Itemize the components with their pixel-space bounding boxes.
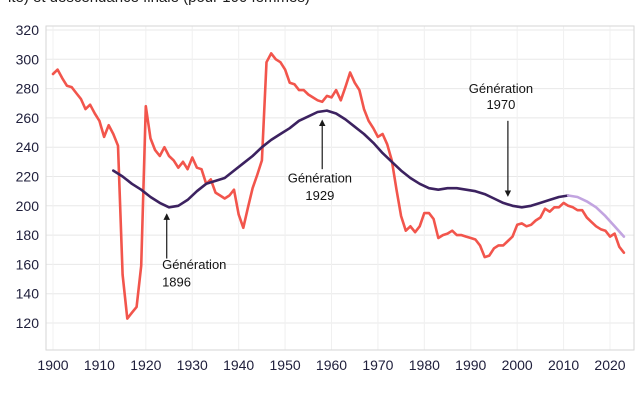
red-line xyxy=(51,52,626,320)
y-tick-label: 140 xyxy=(16,286,40,302)
x-tick-label: 1910 xyxy=(84,357,115,373)
x-tick-label: 1950 xyxy=(270,357,301,373)
generation-1929-label-line2: 1929 xyxy=(305,188,334,203)
x-tick-label: 2000 xyxy=(502,357,533,373)
y-tick-label: 280 xyxy=(16,81,40,97)
purple-line xyxy=(112,109,570,209)
generation-1896-label-line2: 1896 xyxy=(162,274,191,289)
x-tick-label: 1970 xyxy=(362,357,393,373)
x-tick-label: 1940 xyxy=(223,357,254,373)
x-tick-label: 1930 xyxy=(177,357,208,373)
x-tick-label: 1900 xyxy=(37,357,68,373)
x-tick-label: 1920 xyxy=(130,357,161,373)
generation-1896-label-line1: Génération xyxy=(162,257,226,272)
y-tick-label: 260 xyxy=(16,110,40,126)
x-tick-label: 1960 xyxy=(316,357,347,373)
y-tick-label: 240 xyxy=(16,139,40,155)
x-tick-label: 2010 xyxy=(548,357,579,373)
y-tick-label: 200 xyxy=(16,198,40,214)
x-tick-label: 1990 xyxy=(455,357,486,373)
y-tick-label: 320 xyxy=(16,22,40,38)
y-tick-label: 220 xyxy=(16,169,40,185)
y-tick-label: 120 xyxy=(16,315,40,331)
generation-1929-label-line1: Génération xyxy=(288,170,352,185)
y-tick-label: 300 xyxy=(16,51,40,67)
y-tick-label: 160 xyxy=(16,256,40,272)
x-tick-label: 1980 xyxy=(409,357,440,373)
generation-1970-label-line2: 1970 xyxy=(486,97,515,112)
x-tick-label: 2020 xyxy=(594,357,625,373)
chart-title-clipped: ité) et descendance finale (pour 100 fem… xyxy=(8,0,428,7)
y-tick-label: 180 xyxy=(16,227,40,243)
generation-1970-label-line1: Génération xyxy=(469,81,533,96)
light-purple-line xyxy=(566,194,626,238)
chart-title-text: ité) et descendance finale (pour 100 fem… xyxy=(8,0,428,7)
plot-border xyxy=(45,25,635,351)
